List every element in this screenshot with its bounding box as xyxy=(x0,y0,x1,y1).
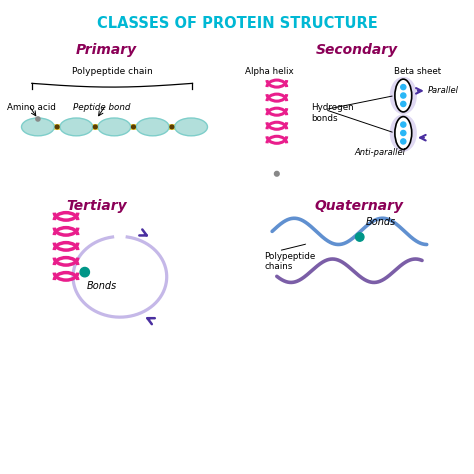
Ellipse shape xyxy=(390,77,417,114)
Circle shape xyxy=(401,93,406,98)
Ellipse shape xyxy=(137,118,169,136)
Text: Bonds: Bonds xyxy=(365,217,396,227)
Text: Quaternary: Quaternary xyxy=(314,199,403,212)
Circle shape xyxy=(306,241,313,247)
Text: Tertiary: Tertiary xyxy=(66,199,127,212)
Text: Anti-parallel: Anti-parallel xyxy=(354,148,405,157)
Circle shape xyxy=(80,267,90,277)
Ellipse shape xyxy=(98,118,131,136)
Text: Amino acid: Amino acid xyxy=(7,103,55,112)
Text: Hydrogen
bonds: Hydrogen bonds xyxy=(311,103,354,123)
Ellipse shape xyxy=(395,117,412,149)
Circle shape xyxy=(401,101,406,107)
Text: Beta sheet: Beta sheet xyxy=(394,67,441,76)
Text: Peptide bond: Peptide bond xyxy=(73,103,130,112)
Circle shape xyxy=(36,117,40,121)
Text: Polypeptide chain: Polypeptide chain xyxy=(73,67,153,76)
Circle shape xyxy=(401,84,406,90)
Circle shape xyxy=(132,125,136,129)
Ellipse shape xyxy=(395,79,412,112)
Text: CLASSES OF PROTEIN STRUCTURE: CLASSES OF PROTEIN STRUCTURE xyxy=(97,16,377,31)
Text: Primary: Primary xyxy=(75,43,137,56)
Circle shape xyxy=(274,172,279,176)
Text: Secondary: Secondary xyxy=(315,43,398,56)
Text: Polypeptide
chains: Polypeptide chains xyxy=(264,252,315,272)
Ellipse shape xyxy=(175,118,208,136)
Circle shape xyxy=(401,130,406,136)
Ellipse shape xyxy=(60,118,93,136)
Circle shape xyxy=(93,125,97,129)
Circle shape xyxy=(401,122,406,127)
Circle shape xyxy=(356,233,364,241)
Circle shape xyxy=(55,125,59,129)
Text: Parallel: Parallel xyxy=(428,86,459,95)
Circle shape xyxy=(170,125,174,129)
Text: Bonds: Bonds xyxy=(87,281,118,291)
Ellipse shape xyxy=(390,114,417,152)
Ellipse shape xyxy=(21,118,55,136)
Circle shape xyxy=(401,139,406,144)
Text: Alpha helix: Alpha helix xyxy=(246,67,294,76)
